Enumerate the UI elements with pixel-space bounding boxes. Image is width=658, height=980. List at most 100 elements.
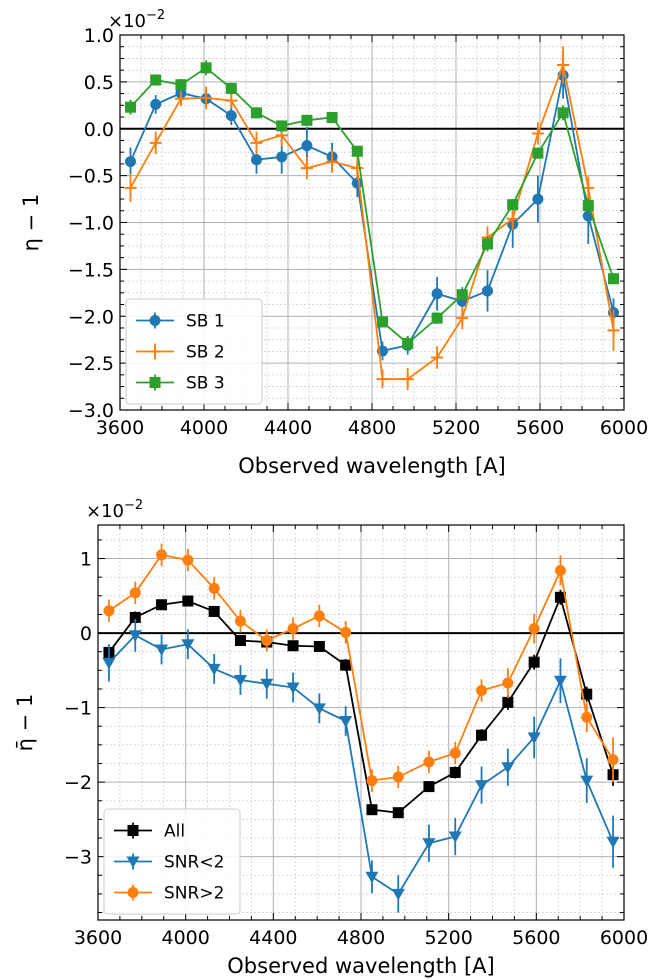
legend-label: SB 1 (186, 312, 225, 332)
data-point (580, 775, 594, 788)
y-tick-label: 1.0 (84, 25, 114, 47)
x-tick-label: 5600 (516, 417, 564, 439)
chart-panel-2: 3600 4000 4400 4800 5200 5600 6000−3−2−101×10−… (13, 498, 648, 978)
legend-item: SB 2 (136, 343, 225, 363)
legend-label: SNR<2 (164, 853, 224, 873)
data-point (208, 605, 220, 617)
data-point (233, 675, 247, 687)
y-scale-base: ×10 (86, 501, 124, 522)
data-point (554, 591, 566, 603)
data-point (340, 626, 352, 638)
data-point (532, 147, 544, 159)
x-tick-label: 4400 (264, 417, 312, 439)
data-point (128, 630, 142, 642)
y-tick-label: −1 (64, 698, 92, 720)
y-tick-label: −3 (64, 847, 92, 869)
data-point (339, 716, 353, 728)
data-point (392, 807, 404, 819)
data-point (366, 775, 378, 787)
y-scale-exponent: −2 (124, 498, 143, 513)
data-point (431, 288, 443, 300)
data-point (313, 610, 325, 622)
data-point (225, 82, 237, 94)
data-point (482, 285, 493, 297)
y-tick-label: −0.5 (68, 166, 114, 188)
legend-item: SNR>2 (114, 884, 224, 904)
x-tick-label: 4400 (249, 927, 297, 949)
x-axis-title: Observed wavelength [A] (238, 454, 505, 478)
ticks (97, 525, 625, 920)
data-point (234, 615, 246, 627)
data-point (200, 91, 213, 104)
data-point (376, 373, 389, 386)
data-point (557, 107, 569, 119)
data-point (276, 151, 288, 163)
data-point (422, 838, 436, 850)
x-tick-label: 4800 (348, 417, 396, 439)
data-point (531, 127, 544, 140)
x-tick-label: 5200 (424, 927, 472, 949)
data-point (150, 74, 162, 86)
x-tick-label: 4000 (161, 927, 209, 949)
data-point (174, 92, 187, 105)
y-tick-label: −2 (64, 772, 92, 794)
data-point (124, 181, 137, 194)
data-point (125, 101, 136, 113)
y-tick-label: −1.0 (68, 213, 114, 235)
y-tick-label: 1 (80, 549, 92, 571)
data-point (155, 644, 169, 656)
data-point (482, 238, 493, 250)
y-scale-factor: ×10−2 (86, 498, 143, 522)
data-point (431, 351, 444, 364)
data-point (287, 623, 299, 635)
y-scale-exponent: −2 (146, 8, 165, 23)
data-point (326, 112, 338, 123)
data-point (456, 312, 469, 325)
y-tick-label: 0.5 (84, 72, 114, 94)
series-snr-2 (103, 543, 619, 792)
data-point (287, 640, 299, 652)
data-point (431, 312, 443, 324)
data-point (402, 337, 414, 349)
x-tick-label: 3600 (74, 927, 122, 949)
legend-item: All (114, 822, 185, 842)
legend-marker (126, 856, 140, 868)
y-tick-label: 0 (80, 623, 92, 645)
legend-marker (149, 315, 161, 326)
data-point (181, 639, 195, 651)
y-tick-label: 0.0 (84, 119, 114, 141)
data-point (527, 732, 541, 744)
data-point (300, 162, 313, 175)
data-point (251, 154, 262, 166)
data-point (423, 756, 435, 768)
data-point (313, 640, 325, 652)
data-point (207, 663, 221, 676)
data-point (250, 136, 263, 149)
data-point (582, 200, 594, 212)
legend: SB 1 SB 2 SB 3 (125, 298, 263, 405)
data-point (365, 871, 379, 884)
data-point (506, 212, 519, 225)
data-point (312, 703, 326, 715)
data-point (449, 766, 461, 778)
series-snr-2 (102, 618, 620, 913)
x-tick-label: 4800 (337, 927, 385, 949)
y-scale-factor: ×10−2 (108, 8, 165, 32)
y-tick-label: −2.0 (68, 306, 114, 328)
data-point (276, 120, 288, 132)
legend: All SNR<2 SNR>2 (103, 808, 241, 915)
x-tick-label: 6000 (600, 927, 648, 949)
data-point (301, 140, 313, 152)
data-point (208, 582, 220, 594)
data-point (260, 678, 274, 691)
y-scale-base: ×10 (108, 11, 146, 32)
x-tick-label: 4000 (180, 417, 228, 439)
data-point (129, 611, 141, 623)
data-point (125, 156, 136, 168)
data-point (129, 587, 141, 599)
data-point (261, 635, 273, 647)
data-point (507, 199, 519, 211)
data-point (340, 659, 352, 671)
data-point (476, 684, 488, 696)
